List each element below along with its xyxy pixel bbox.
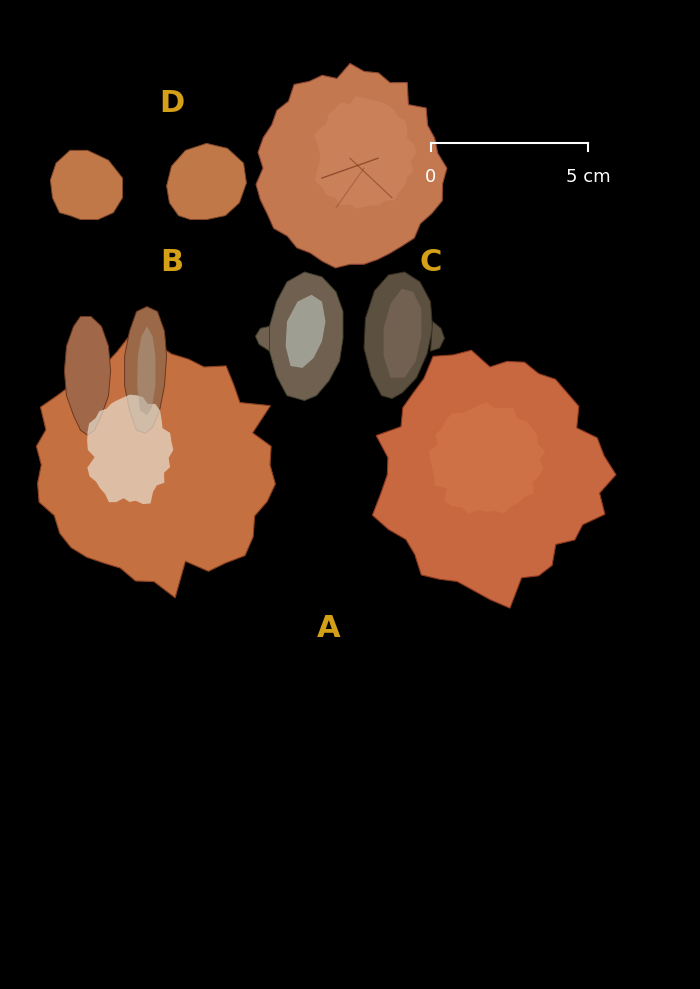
Text: D: D: [159, 89, 184, 119]
Polygon shape: [36, 331, 275, 597]
Text: 5 cm: 5 cm: [566, 168, 610, 186]
Polygon shape: [64, 316, 111, 435]
Text: A: A: [317, 613, 341, 643]
Polygon shape: [256, 326, 270, 351]
Polygon shape: [270, 272, 343, 401]
Polygon shape: [88, 395, 174, 504]
Polygon shape: [372, 350, 616, 608]
Polygon shape: [137, 326, 155, 415]
Polygon shape: [167, 143, 246, 220]
Polygon shape: [384, 289, 421, 378]
Polygon shape: [429, 403, 545, 513]
Text: 0: 0: [425, 168, 436, 186]
Text: C: C: [419, 247, 442, 277]
Polygon shape: [286, 295, 326, 368]
Polygon shape: [430, 321, 444, 351]
Polygon shape: [314, 96, 416, 209]
Text: B: B: [160, 247, 183, 277]
Polygon shape: [50, 150, 122, 220]
Polygon shape: [256, 63, 447, 268]
Polygon shape: [125, 307, 167, 433]
Polygon shape: [364, 272, 433, 399]
